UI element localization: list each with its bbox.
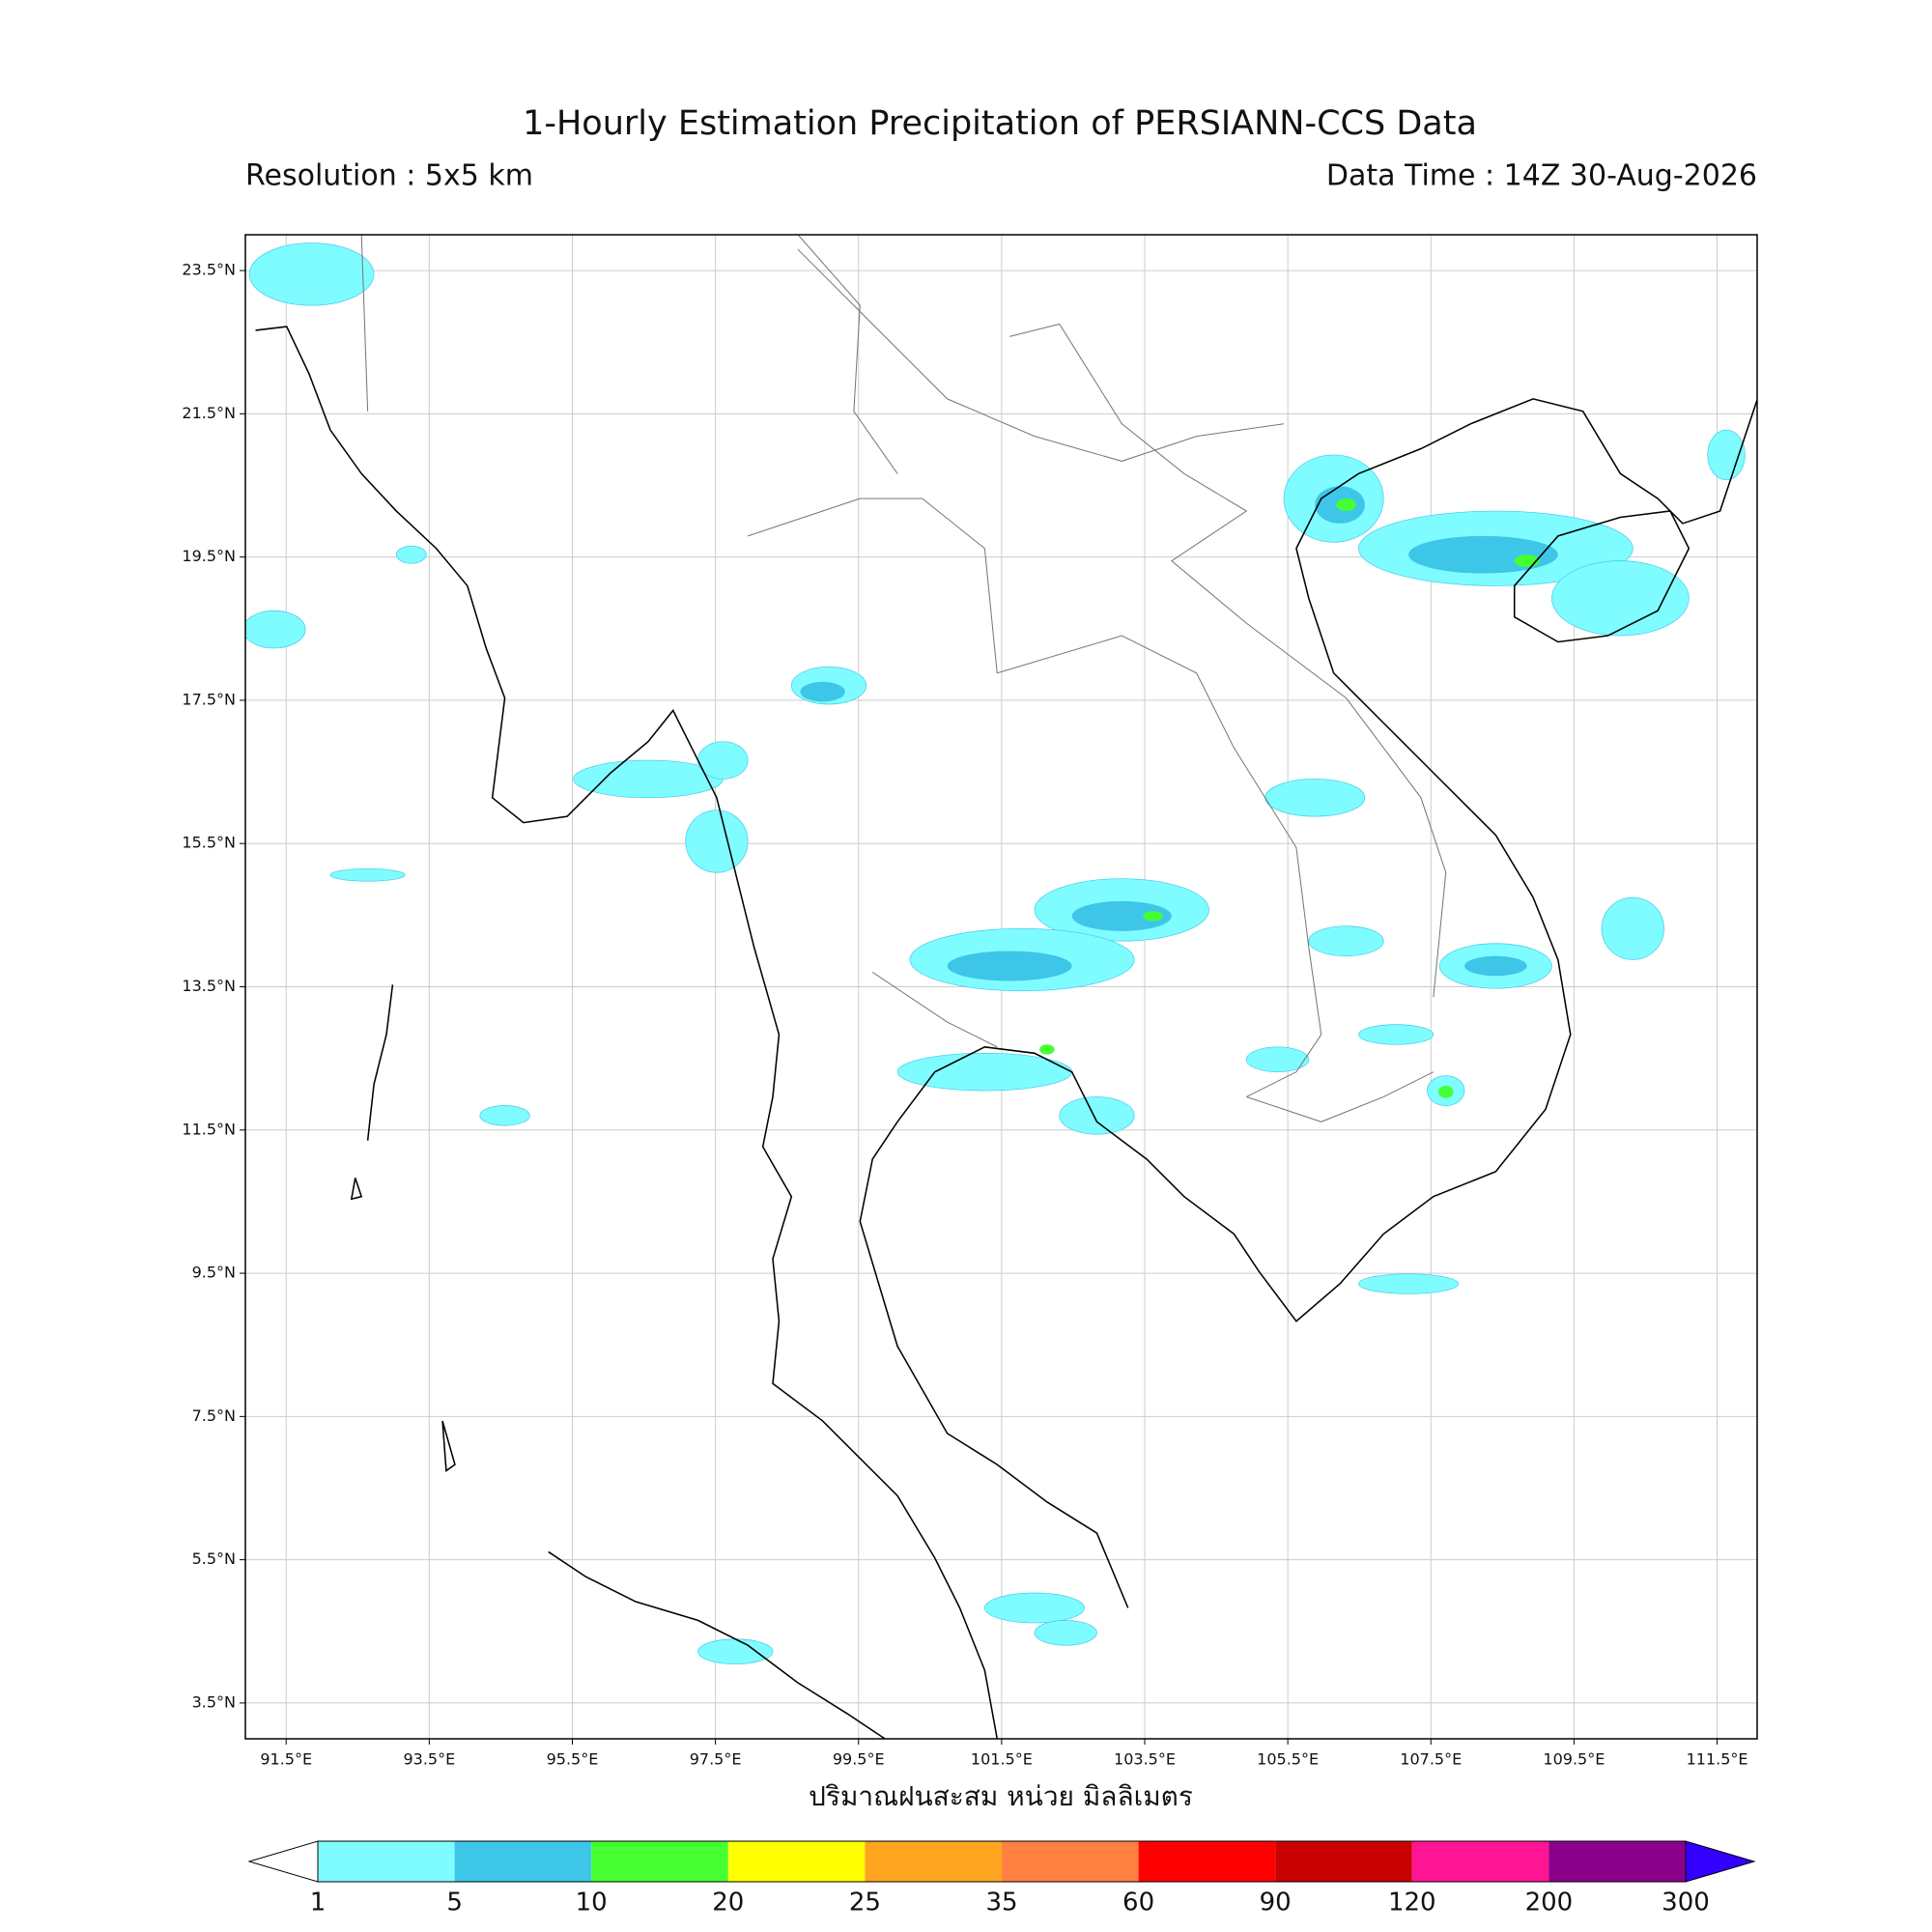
colorbar-label: 25 [849,1889,881,1918]
lon-tick-label: 101.5°E [971,1750,1033,1769]
lat-tick-label: 5.5°N [192,1549,236,1568]
rain-areas [245,242,1746,1664]
lat-tick-label: 21.5°N [182,404,236,422]
colorbar-label: 60 [1122,1889,1154,1918]
lon-tick-label: 109.5°E [1543,1750,1605,1769]
data-time: Data Time : 14Z 30-Aug-2026 [1326,159,1757,193]
lat-tick-label: 17.5°N [182,690,236,708]
lon-tick-label: 95.5°E [547,1750,599,1769]
colorbar-label: 120 [1388,1889,1436,1918]
hainan [1513,510,1690,643]
lat-tick-label: 15.5°N [182,834,236,852]
lat-tick-label: 7.5°N [192,1406,236,1425]
x-axis-label: ปริมาณฝนสะสม หน่วย มิลลิเมตร [809,1780,1193,1812]
under-triangle [247,1840,319,1883]
lat-tick-label: 3.5°N [192,1692,236,1711]
colorbar-label: 300 [1662,1889,1710,1918]
country-borders [360,235,1447,1122]
colorbar: 1 5 10 20 25 35 60 90 120 200 300 [247,1840,1756,1918]
color-swatch [1548,1841,1686,1882]
andaman-islands [350,984,456,1472]
color-swatch [454,1841,592,1882]
color-swatch [318,1841,455,1882]
color-swatch [727,1841,866,1882]
colorbar-label: 200 [1525,1889,1574,1918]
colorbar-label: 5 [446,1889,463,1918]
color-swatch [591,1841,728,1882]
colorbar-label: 90 [1260,1889,1292,1918]
sumatra [548,1550,886,1739]
lon-tick-label: 93.5°E [403,1750,455,1769]
color-swatch [1002,1841,1139,1882]
lon-tick-label: 97.5°E [690,1750,742,1769]
colorbar-label: 1 [310,1889,327,1918]
lat-tick-label: 23.5°N [182,261,236,279]
resolution: Resolution : 5x5 km [245,159,533,193]
coastline [255,326,1757,1739]
rain-heavy [1039,498,1540,1098]
lon-tick-label: 99.5°E [833,1750,885,1769]
over-triangle [1685,1840,1756,1883]
colorbar-label: 20 [712,1889,744,1918]
lat-tick-label: 9.5°N [192,1264,236,1282]
color-swatch [865,1841,1002,1882]
map-layer [245,235,1757,1739]
lon-tick-label: 103.5°E [1114,1750,1176,1769]
colorbar-label: 35 [985,1889,1017,1918]
colorbar-label: 10 [576,1889,608,1918]
lon-tick-label: 107.5°E [1400,1750,1462,1769]
colorbar-frame [317,1840,1687,1883]
lon-tick-label: 105.5°E [1257,1750,1319,1769]
color-swatch [1138,1841,1276,1882]
lat-tick-label: 19.5°N [182,547,236,565]
color-swatch [1275,1841,1412,1882]
lat-tick-label: 13.5°N [182,977,236,995]
color-swatch [1411,1841,1549,1882]
lat-tick-label: 11.5°N [182,1120,236,1138]
title: 1-Hourly Estimation Precipitation of PER… [523,104,1477,143]
lon-tick-label: 111.5°E [1687,1750,1748,1769]
lon-tick-label: 91.5°E [260,1750,312,1769]
geography [245,235,1757,1739]
